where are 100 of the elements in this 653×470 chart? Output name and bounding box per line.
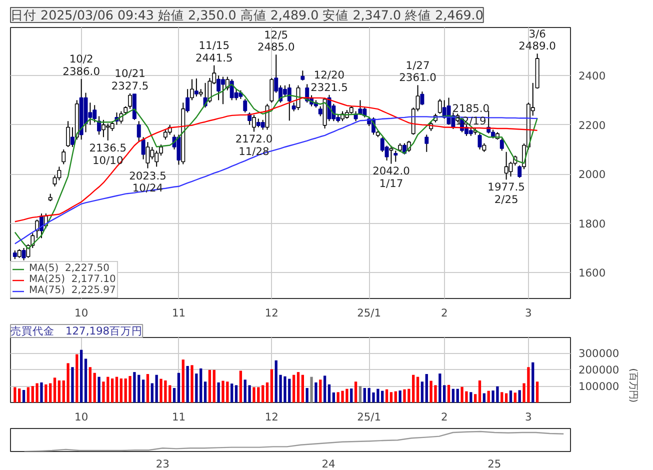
y-tick-label: 100000 [578,380,620,394]
bar [456,388,459,402]
y-tick-label: 1600 [578,266,606,280]
bar [230,384,234,402]
candlestick [438,98,442,114]
bar [319,380,322,402]
bar [93,372,96,402]
bar [53,378,56,402]
bar [500,392,504,402]
bar [394,391,397,402]
bar [115,376,118,402]
bar [80,350,83,402]
bar [296,372,300,402]
x-tick-label: 25/1 [357,410,382,424]
bar [71,367,74,402]
bar [177,372,180,402]
candlestick [389,145,394,164]
x-tick-label: 12 [264,410,278,424]
bar [98,376,100,402]
bar [514,392,516,402]
x-tick-label: 12 [264,306,278,320]
chart-title: 日付 2025/03/06 09:43 始値 2,350.0 高値 2,489.0 安値 2,347.0 終値 2,469.0 [10,8,484,22]
bar [504,393,508,402]
bar [301,374,304,402]
candlestick [394,150,398,162]
bar [354,382,358,402]
bar [266,382,269,402]
annotation: 10/2 2386.0 [62,52,100,78]
bar [487,390,490,402]
y-tick-label: 2000 [578,168,606,182]
bar [536,382,539,402]
candlestick [97,116,102,136]
bar [66,363,70,402]
candlestick [252,114,256,132]
bar [398,390,402,402]
annotation: 2136.5 10/10 [89,141,127,167]
chart-title: 売買代金 127,198百万円 [10,324,143,338]
bar [26,387,30,402]
bar [390,392,393,402]
candlestick [66,120,70,148]
x-tick-label: 25 [488,458,502,470]
bar [385,389,388,402]
bar [186,366,189,402]
x-tick-label: 2 [440,410,448,424]
bar [239,370,242,402]
bar [443,385,446,402]
bar [358,386,362,402]
x-tick-label: 2 [440,306,448,320]
candlestick [136,120,141,143]
bar [172,388,176,402]
bar [262,385,264,402]
bar [234,385,238,402]
bar [212,370,216,402]
candlestick [243,98,248,113]
bar [58,380,61,402]
legend-label: MA(5) 2,227.50 [29,263,110,274]
bar [306,388,308,402]
candlestick [22,247,26,261]
annotation: 12/20 2321.5 [310,68,348,94]
bar [182,360,184,402]
bar [532,362,534,402]
bar [447,384,450,402]
text: (百万円) [628,368,638,403]
bar [416,376,420,402]
bar [328,384,331,402]
candlestick [270,78,274,104]
bar [204,382,207,402]
x-tick-label: 3 [525,410,532,424]
bar [128,376,132,402]
bar [142,380,145,402]
bar [332,392,335,402]
bar [270,369,274,402]
annotation: 1977.5 2/25 [488,180,525,206]
bar [14,387,16,402]
candlestick [190,78,194,101]
bar [438,374,442,402]
bar [350,388,353,402]
y-tick-label: 200000 [578,364,620,377]
annotation: 2172.0 11/28 [235,132,273,158]
bar [310,376,313,402]
bar [146,374,150,402]
candlestick [287,84,292,122]
bar [478,380,482,402]
x-tick-label: 10 [74,306,88,320]
y-tick-label: 2400 [578,70,606,83]
bar [403,389,406,402]
x-tick-label: 11 [172,410,186,424]
legend-label: MA(75) 2,225.97 [29,285,116,296]
legend-label: MA(25) 2,177.10 [29,274,116,285]
bar [22,390,26,402]
candlestick [500,138,504,152]
bar [222,380,224,402]
annotation: 2042.0 1/17 [372,164,410,190]
bar [474,394,477,402]
bar [217,382,220,402]
candlestick [504,151,508,180]
bar [190,365,194,402]
bar [323,376,326,402]
bar [452,388,455,402]
bar [314,382,318,402]
